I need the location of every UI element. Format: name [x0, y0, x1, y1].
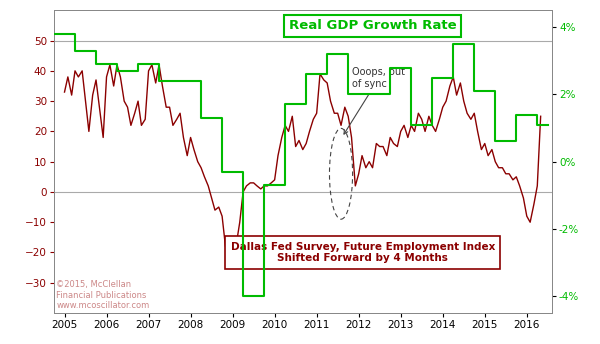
- Text: ©2015, McClellan
Financial Publications
www.mcoscillator.com: ©2015, McClellan Financial Publications …: [56, 280, 150, 310]
- Text: Dallas Fed Survey, Future Employment Index
Shifted Forward by 4 Months: Dallas Fed Survey, Future Employment Ind…: [230, 242, 495, 263]
- Text: Ooops, out
of sync: Ooops, out of sync: [344, 67, 406, 134]
- Text: Real GDP Growth Rate: Real GDP Growth Rate: [289, 19, 457, 32]
